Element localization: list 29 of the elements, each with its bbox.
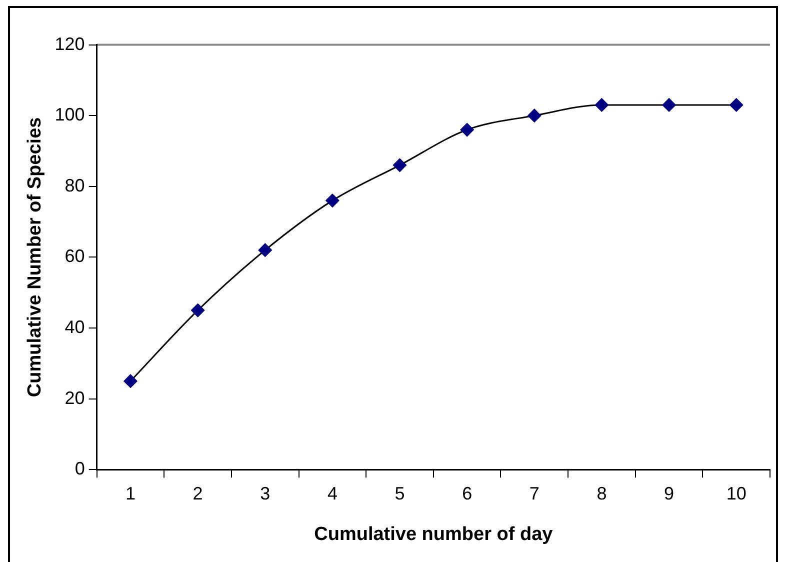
y-tick-label: 120 [54, 34, 85, 54]
point [258, 243, 272, 257]
x-tick-label: 9 [664, 483, 674, 504]
x-tick-label: 7 [529, 483, 540, 504]
x-tick-label: 8 [596, 483, 607, 504]
point [191, 304, 205, 318]
x-tick-label: 1 [125, 483, 136, 504]
x-tick-label: 10 [726, 483, 746, 504]
y-tick-label: 0 [74, 458, 85, 479]
x-tick-label: 2 [192, 483, 203, 504]
point [124, 374, 138, 388]
x-tick-label: 4 [327, 483, 338, 504]
y-tick-label: 80 [64, 175, 85, 196]
y-tick-label: 20 [64, 388, 85, 408]
y-axis-title: Cumulative Number of Species [24, 117, 46, 398]
y-tick-label: 60 [64, 246, 85, 266]
point [460, 123, 474, 137]
point [730, 98, 744, 112]
x-tick-label: 6 [462, 483, 472, 504]
y-tick-label: 40 [64, 316, 85, 337]
x-axis-title: Cumulative number of day [314, 524, 554, 545]
x-tick-label: 3 [260, 483, 270, 504]
point [393, 158, 407, 172]
y-tick-label: 100 [54, 104, 85, 125]
point [662, 98, 676, 112]
point [594, 98, 608, 112]
point [326, 194, 340, 208]
x-tick-label: 5 [394, 483, 405, 504]
point [528, 108, 542, 122]
